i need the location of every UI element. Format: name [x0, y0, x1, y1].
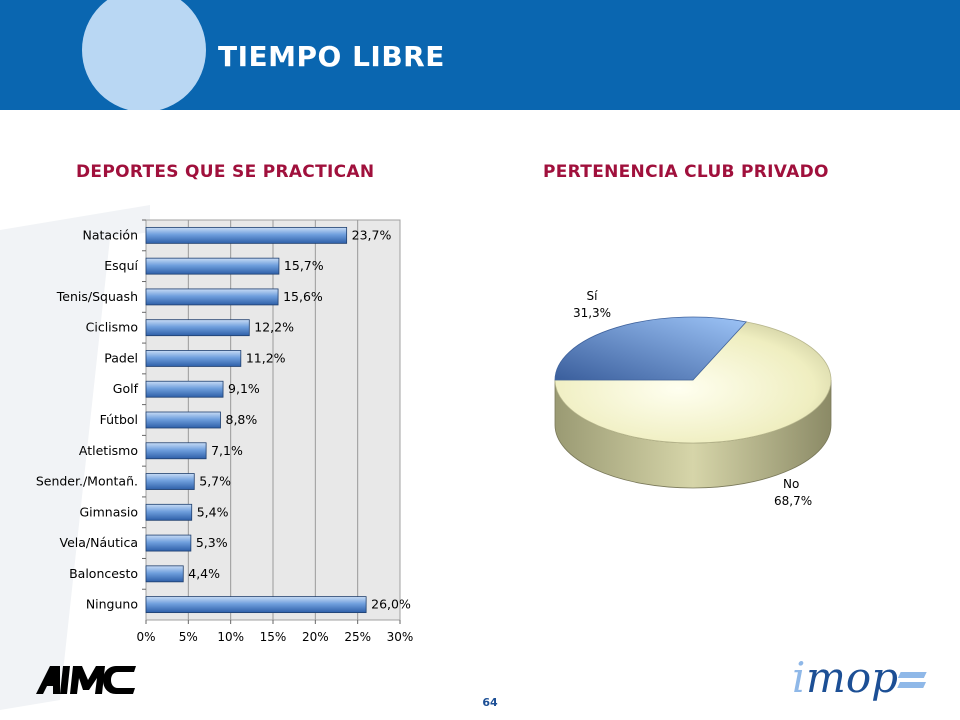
- category-label: Tenis/Squash: [56, 289, 138, 304]
- value-label: 5,7%: [199, 474, 231, 489]
- aimc-logo: [36, 666, 136, 694]
- bar: [145, 503, 193, 521]
- category-label: Ciclismo: [86, 320, 138, 335]
- bar: [145, 380, 224, 398]
- bar: [145, 226, 348, 244]
- pie-chart-title: PERTENENCIA CLUB PRIVADO: [543, 162, 829, 182]
- value-label: 23,7%: [352, 227, 392, 242]
- category-label: Esquí: [104, 258, 138, 273]
- header-circle-decoration: [82, 0, 206, 110]
- page-title: TIEMPO LIBRE: [218, 40, 445, 73]
- bar: [145, 411, 221, 429]
- bar-chart-title: DEPORTES QUE SE PRACTICAN: [76, 162, 375, 182]
- pie-label-no-name: No: [783, 477, 799, 491]
- value-label: 9,1%: [228, 381, 260, 396]
- value-label: 15,7%: [284, 258, 324, 273]
- category-label: Vela/Náutica: [60, 535, 138, 550]
- value-label: 5,4%: [197, 504, 229, 519]
- category-label: Gimnasio: [79, 504, 138, 519]
- svg-text:mop: mop: [806, 653, 898, 702]
- bar: [145, 350, 242, 367]
- header-bar: TIEMPO LIBRE: [0, 0, 960, 110]
- pie-label-si-name: Sí: [587, 289, 599, 303]
- sports-bar-chart: Natación Esquí Tenis/Squash Ciclismo Padel Go…: [36, 219, 414, 644]
- bar: [145, 257, 280, 275]
- value-label: 26,0%: [371, 597, 411, 612]
- category-label: Golf: [113, 381, 139, 396]
- bar: [145, 319, 250, 337]
- x-tick-label: 15%: [260, 630, 287, 644]
- x-tick-label: 25%: [344, 630, 371, 644]
- value-label: 7,1%: [211, 443, 243, 458]
- x-tick-label: 0%: [136, 630, 155, 644]
- value-label: 5,3%: [196, 535, 228, 550]
- category-label: Padel: [104, 350, 138, 365]
- category-label: Ninguno: [86, 597, 138, 612]
- imop-logo: i mop: [792, 653, 927, 702]
- category-label: Sender./Montañ.: [36, 474, 138, 489]
- page-number: 64: [482, 696, 498, 709]
- bar: [145, 565, 184, 583]
- bar: [145, 534, 192, 552]
- x-tick-label: 10%: [217, 630, 244, 644]
- x-tick-label: 30%: [387, 630, 414, 644]
- value-label: 12,2%: [254, 320, 294, 335]
- x-tick-label: 5%: [179, 630, 198, 644]
- value-label: 11,2%: [246, 350, 286, 365]
- bar: [145, 473, 195, 490]
- pie-label-si-value: 31,3%: [573, 306, 611, 320]
- club-pie-chart: Sí 31,3% No 68,7%: [554, 289, 832, 508]
- category-label: Natación: [83, 227, 139, 242]
- pie-label-no-value: 68,7%: [774, 494, 812, 508]
- value-label: 8,8%: [226, 412, 258, 427]
- svg-text:i: i: [792, 653, 805, 702]
- pie-slice-si: [554, 316, 747, 381]
- value-label: 15,6%: [283, 289, 323, 304]
- category-label: Baloncesto: [69, 566, 138, 581]
- value-label: 4,4%: [188, 566, 220, 581]
- bar: [145, 288, 279, 306]
- pie-slice-no: [554, 321, 832, 444]
- bar: [145, 442, 207, 460]
- x-tick-label: 20%: [302, 630, 329, 644]
- bar: [145, 596, 367, 614]
- category-label: Fútbol: [100, 412, 138, 427]
- category-label: Atletismo: [79, 443, 138, 458]
